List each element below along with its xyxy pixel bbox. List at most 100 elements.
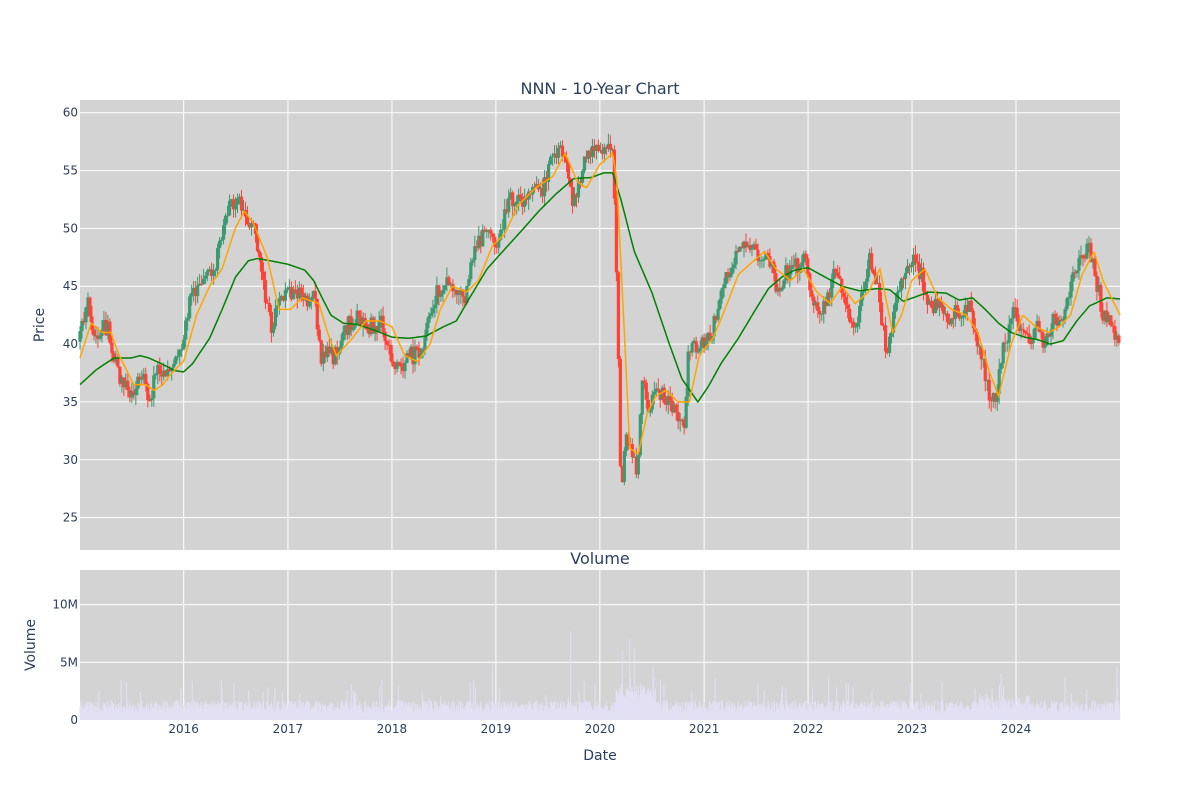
volume-bar xyxy=(741,706,743,720)
volume-bar xyxy=(173,705,175,720)
volume-bar xyxy=(611,703,613,720)
volume-bar xyxy=(331,702,333,720)
volume-bar xyxy=(514,706,516,720)
candle-body xyxy=(88,297,92,317)
volume-bar xyxy=(750,705,752,720)
volume-bar xyxy=(980,703,982,720)
volume-bar xyxy=(284,703,286,720)
candle-body xyxy=(166,369,170,376)
volume-bar xyxy=(824,712,826,720)
volume-bar xyxy=(1101,703,1103,720)
candle-body xyxy=(421,349,425,353)
volume-bar xyxy=(165,710,167,720)
volume-bar xyxy=(877,713,879,720)
volume-bar xyxy=(135,710,137,720)
volume-bar xyxy=(938,713,940,720)
volume-bar xyxy=(98,690,100,720)
volume-bar xyxy=(218,704,220,720)
candle-body xyxy=(546,164,551,182)
volume-bar xyxy=(992,696,994,720)
volume-bar xyxy=(644,688,646,720)
volume-bar xyxy=(450,701,452,720)
candle-body xyxy=(427,315,431,323)
volume-bar xyxy=(682,712,684,720)
volume-bar xyxy=(889,708,891,720)
volume-bar xyxy=(693,711,695,720)
volume-bar xyxy=(263,708,265,720)
candle-body xyxy=(206,270,210,276)
volume-bar xyxy=(354,700,356,720)
volume-bar xyxy=(507,701,509,720)
volume-bar xyxy=(303,707,305,720)
volume-bar xyxy=(951,702,953,720)
volume-bar xyxy=(503,702,505,720)
volume-bar xyxy=(642,685,644,720)
volume-bar xyxy=(314,705,316,720)
volume-bar xyxy=(923,707,925,720)
volume-bar xyxy=(1091,702,1093,720)
volume-bar xyxy=(211,707,213,720)
candle-body xyxy=(550,156,555,158)
volume-bar xyxy=(1074,706,1076,720)
volume-bar xyxy=(389,706,391,720)
volume-bar xyxy=(710,703,712,720)
volume-bar xyxy=(960,705,962,720)
volume-bar xyxy=(1045,704,1047,720)
volume-bar xyxy=(381,680,383,720)
volume-bar xyxy=(852,701,854,720)
volume-bar xyxy=(127,707,129,720)
candle-body xyxy=(654,388,658,392)
volume-bar xyxy=(871,691,873,720)
volume-bar xyxy=(498,688,500,720)
volume-bar xyxy=(588,701,590,720)
candle-body xyxy=(664,402,668,405)
x-tick-label: 2021 xyxy=(689,722,720,736)
candle-body xyxy=(519,194,523,200)
candle-body xyxy=(742,241,746,249)
volume-bar xyxy=(393,709,395,720)
volume-bar xyxy=(595,706,597,720)
volume-bar xyxy=(269,708,271,720)
volume-bar xyxy=(620,690,622,720)
candle-body xyxy=(365,323,369,330)
volume-bar xyxy=(242,712,244,720)
candle-body xyxy=(429,313,433,316)
volume-bar xyxy=(863,707,865,720)
candle-body xyxy=(439,294,443,297)
volume-bar xyxy=(109,704,111,720)
volume-bar xyxy=(1065,709,1067,720)
volume-bar xyxy=(98,709,100,720)
volume-bar xyxy=(623,697,625,720)
volume-bar xyxy=(364,707,366,720)
volume-bar xyxy=(434,707,436,720)
volume-bar xyxy=(349,710,351,720)
volume-bar xyxy=(868,709,870,720)
candle-body xyxy=(417,348,421,358)
volume-bar xyxy=(631,686,633,720)
volume-bar xyxy=(503,705,505,720)
volume-bar xyxy=(149,709,151,720)
volume-bar xyxy=(1098,707,1100,720)
candle-body xyxy=(128,390,132,398)
candle-body xyxy=(746,244,750,248)
candle-body xyxy=(1047,333,1051,337)
volume-bar xyxy=(465,704,467,720)
volume-bar xyxy=(616,689,618,720)
candle-body xyxy=(156,365,160,374)
volume-bar xyxy=(752,710,754,720)
candle-body xyxy=(754,244,758,250)
volume-bar xyxy=(636,685,638,720)
volume-bar xyxy=(600,709,602,720)
volume-bar xyxy=(866,705,868,720)
candle-body xyxy=(305,295,309,307)
candle-body xyxy=(1071,272,1075,282)
volume-bar xyxy=(991,688,993,720)
volume-bar xyxy=(123,706,125,720)
volume-bar xyxy=(576,712,578,720)
volume-bar xyxy=(175,708,177,720)
volume-bar xyxy=(300,712,302,720)
volume-bar xyxy=(1079,709,1081,720)
volume-bar xyxy=(496,708,498,720)
volume-bar xyxy=(528,704,530,720)
volume-bar xyxy=(103,708,105,720)
